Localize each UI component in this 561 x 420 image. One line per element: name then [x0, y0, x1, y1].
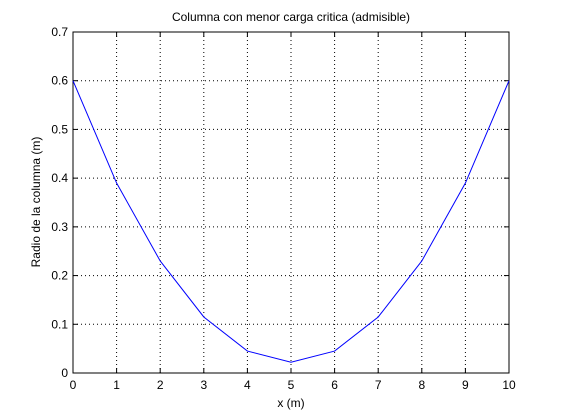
y-tick-label: 0.1 [51, 317, 68, 331]
plot-area [73, 32, 509, 373]
x-tick-label: 0 [70, 378, 77, 392]
x-tick-label: 9 [462, 378, 469, 392]
x-tick-label: 8 [418, 378, 425, 392]
x-tick-label: 3 [200, 378, 207, 392]
x-tick-label: 4 [244, 378, 251, 392]
chart-title: Columna con menor carga critica (admisib… [172, 10, 410, 24]
x-tick-label: 2 [157, 378, 164, 392]
x-tick-label: 6 [331, 378, 338, 392]
y-tick-label: 0.3 [51, 220, 68, 234]
y-tick-label: 0.6 [51, 74, 68, 88]
x-axis-label: x (m) [277, 396, 304, 410]
x-tick-label: 7 [375, 378, 382, 392]
y-tick-label: 0.7 [51, 25, 68, 39]
x-tick-label: 1 [113, 378, 120, 392]
y-tick-label: 0.2 [51, 269, 68, 283]
y-axis-label: Radio de la columna (m) [29, 137, 43, 268]
y-tick-label: 0.4 [51, 171, 68, 185]
y-tick-label: 0 [61, 366, 68, 380]
x-tick-label: 10 [502, 378, 516, 392]
axes-box [72, 31, 510, 374]
data-line [72, 80, 510, 363]
x-tick-label: 5 [288, 378, 295, 392]
y-tick-label: 0.5 [51, 122, 68, 136]
